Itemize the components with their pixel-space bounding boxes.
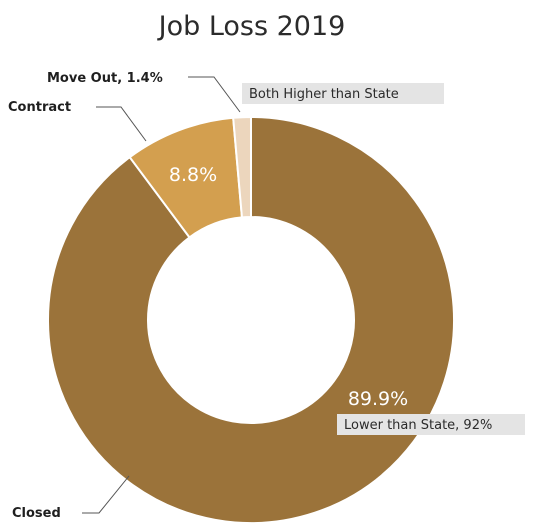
slice-move-out [232,115,252,219]
note-higher: Both Higher than State [249,87,399,102]
slice-label-closed: 89.9% [348,388,408,410]
leader-move-out [188,76,241,113]
callout-move-out: Move Out, 1.4% [47,71,163,86]
slices-layer [46,115,455,524]
chart-title: Job Loss 2019 [157,11,346,42]
note-lower-box [337,414,525,435]
leader-contract [96,106,147,142]
note-lower: Lower than State, 92% [344,418,492,433]
callout-contract: Contract [8,100,71,115]
slice-label-contract: 8.8% [169,164,217,186]
callout-closed: Closed [12,506,61,521]
leader-closed [82,475,130,514]
note-higher-box [242,83,444,104]
